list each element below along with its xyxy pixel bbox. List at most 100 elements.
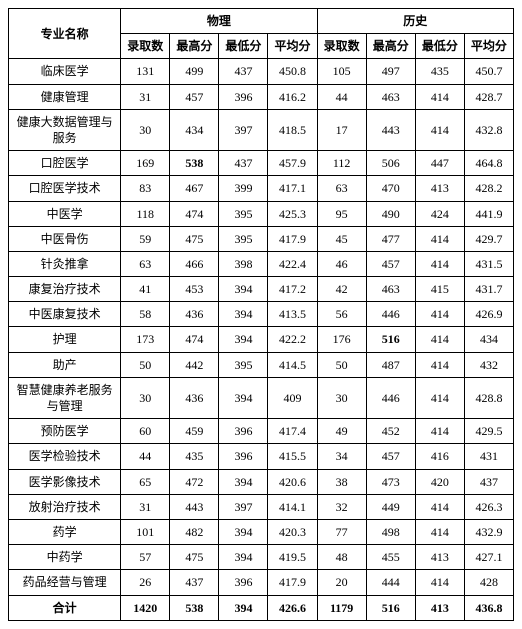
score-admit: 63 xyxy=(317,176,366,201)
score-admit: 131 xyxy=(121,59,170,84)
score-avg: 431.7 xyxy=(464,277,513,302)
score-avg: 415.5 xyxy=(268,444,317,469)
score-max: 453 xyxy=(170,277,219,302)
score-max: 457 xyxy=(366,444,415,469)
score-avg: 428.7 xyxy=(464,84,513,109)
score-admit: 63 xyxy=(121,251,170,276)
score-max: 466 xyxy=(170,251,219,276)
table-row: 中医康复技术58436394413.556446414426.9 xyxy=(9,302,514,327)
table-row: 预防医学60459396417.449452414429.5 xyxy=(9,419,514,444)
admission-score-table: 专业名称 物理 历史 录取数 最高分 最低分 平均分 录取数 最高分 最低分 平… xyxy=(8,8,514,621)
score-max: 487 xyxy=(366,352,415,377)
score-avg: 409 xyxy=(268,377,317,418)
major-name: 药品经营与管理 xyxy=(9,570,121,595)
table-row: 护理173474394422.2176516414434 xyxy=(9,327,514,352)
score-admit: 44 xyxy=(121,444,170,469)
score-min: 416 xyxy=(415,444,464,469)
score-admit: 169 xyxy=(121,151,170,176)
score-min: 414 xyxy=(415,327,464,352)
score-admit: 17 xyxy=(317,109,366,150)
table-row: 智慧健康养老服务与管理3043639440930446414428.8 xyxy=(9,377,514,418)
major-name: 放射治疗技术 xyxy=(9,494,121,519)
score-avg: 417.9 xyxy=(268,570,317,595)
header-min: 最低分 xyxy=(415,34,464,59)
header-max: 最高分 xyxy=(366,34,415,59)
score-max-bold: 538 xyxy=(170,151,219,176)
major-name: 中医骨伤 xyxy=(9,226,121,251)
score-admit: 44 xyxy=(317,84,366,109)
score-max: 449 xyxy=(366,494,415,519)
score-max: 474 xyxy=(170,327,219,352)
major-name: 健康管理 xyxy=(9,84,121,109)
header-physics: 物理 xyxy=(121,9,317,34)
score-min: 394 xyxy=(219,377,268,418)
major-name: 口腔医学技术 xyxy=(9,176,121,201)
score-admit: 20 xyxy=(317,570,366,595)
score-admit: 49 xyxy=(317,419,366,444)
score-avg: 429.5 xyxy=(464,419,513,444)
score-max: 467 xyxy=(170,176,219,201)
score-avg: 420.3 xyxy=(268,519,317,544)
header-admit: 录取数 xyxy=(317,34,366,59)
score-avg: 428.2 xyxy=(464,176,513,201)
score-avg: 419.5 xyxy=(268,545,317,570)
major-name: 中医康复技术 xyxy=(9,302,121,327)
score-admit: 56 xyxy=(317,302,366,327)
score-admit: 58 xyxy=(121,302,170,327)
score-max: 435 xyxy=(170,444,219,469)
score-min: 413 xyxy=(415,545,464,570)
score-min: 447 xyxy=(415,151,464,176)
score-admit: 77 xyxy=(317,519,366,544)
score-avg: 437 xyxy=(464,469,513,494)
score-avg: 426.9 xyxy=(464,302,513,327)
score-admit: 45 xyxy=(317,226,366,251)
table-row: 医学检验技术44435396415.534457416431 xyxy=(9,444,514,469)
table-row: 助产50442395414.550487414432 xyxy=(9,352,514,377)
score-max: 446 xyxy=(366,302,415,327)
score-min: 437 xyxy=(219,59,268,84)
score-min: 414 xyxy=(415,84,464,109)
score-admit: 32 xyxy=(317,494,366,519)
score-max: 516 xyxy=(366,595,415,620)
score-max: 482 xyxy=(170,519,219,544)
header-admit: 录取数 xyxy=(121,34,170,59)
score-admit: 176 xyxy=(317,327,366,352)
score-min: 394 xyxy=(219,545,268,570)
score-min: 395 xyxy=(219,201,268,226)
score-admit: 118 xyxy=(121,201,170,226)
score-min: 396 xyxy=(219,570,268,595)
score-admit: 41 xyxy=(121,277,170,302)
score-min: 399 xyxy=(219,176,268,201)
score-max: 443 xyxy=(366,109,415,150)
score-avg: 417.4 xyxy=(268,419,317,444)
score-max: 436 xyxy=(170,302,219,327)
score-max: 457 xyxy=(170,84,219,109)
score-max: 470 xyxy=(366,176,415,201)
score-avg: 417.9 xyxy=(268,226,317,251)
table-row: 临床医学131499437450.8105497435450.7 xyxy=(9,59,514,84)
score-admit: 1179 xyxy=(317,595,366,620)
score-admit: 30 xyxy=(317,377,366,418)
score-min: 395 xyxy=(219,226,268,251)
score-max-bold: 516 xyxy=(366,327,415,352)
score-min: 414 xyxy=(415,494,464,519)
header-min: 最低分 xyxy=(219,34,268,59)
score-max: 446 xyxy=(366,377,415,418)
score-max: 506 xyxy=(366,151,415,176)
score-avg: 432 xyxy=(464,352,513,377)
score-admit: 50 xyxy=(121,352,170,377)
major-name: 口腔医学 xyxy=(9,151,121,176)
major-name: 健康大数据管理与服务 xyxy=(9,109,121,150)
score-min: 394 xyxy=(219,277,268,302)
score-max: 499 xyxy=(170,59,219,84)
score-avg: 434 xyxy=(464,327,513,352)
score-min: 414 xyxy=(415,109,464,150)
score-admit: 50 xyxy=(317,352,366,377)
score-max: 436 xyxy=(170,377,219,418)
score-min: 396 xyxy=(219,444,268,469)
score-min: 437 xyxy=(219,151,268,176)
score-avg: 464.8 xyxy=(464,151,513,176)
score-min: 414 xyxy=(415,519,464,544)
major-name: 合计 xyxy=(9,595,121,620)
score-min: 397 xyxy=(219,109,268,150)
